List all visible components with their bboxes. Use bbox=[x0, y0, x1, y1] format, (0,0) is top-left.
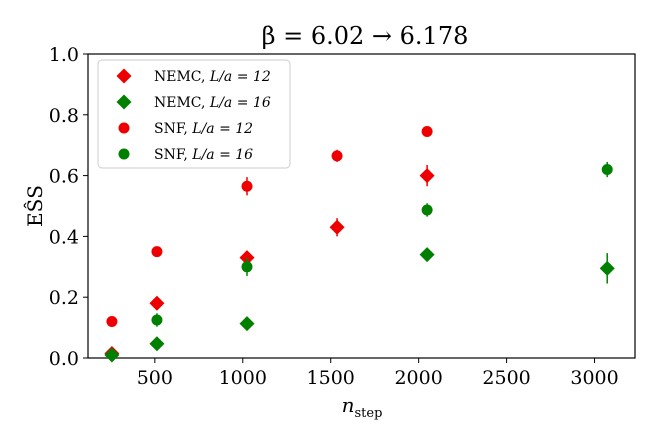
y-tick-label: 0.2 bbox=[49, 287, 79, 309]
data-point bbox=[421, 204, 433, 216]
data-point bbox=[106, 316, 118, 328]
data-point bbox=[104, 347, 120, 363]
series-snf-l-a-16 bbox=[151, 161, 613, 327]
legend-marker bbox=[118, 148, 130, 160]
x-tick-label: 1000 bbox=[219, 367, 267, 389]
legend-marker bbox=[116, 68, 132, 84]
y-tick-label: 0.0 bbox=[49, 348, 79, 370]
y-axis-label: EŜS bbox=[22, 185, 47, 227]
series-snf-l-a-12 bbox=[106, 126, 433, 328]
x-tick-label: 1500 bbox=[307, 367, 355, 389]
data-point bbox=[419, 168, 435, 184]
y-tick-label: 1.0 bbox=[49, 44, 79, 66]
legend-marker bbox=[116, 94, 132, 110]
legend-label: NEMC, L/a = 16 bbox=[154, 95, 271, 111]
legend-label: SNF, L/a = 16 bbox=[154, 147, 253, 163]
chart-title: β = 6.02 → 6.178 bbox=[262, 22, 469, 50]
data-point bbox=[601, 164, 613, 176]
data-point bbox=[331, 150, 343, 162]
data-point bbox=[599, 260, 615, 276]
data-point bbox=[151, 314, 163, 326]
x-axis: 500 1000 1500 2000 2500 3000 bbox=[137, 358, 619, 389]
data-point bbox=[419, 247, 435, 263]
legend-label: NEMC, L/a = 12 bbox=[154, 69, 271, 85]
data-marks bbox=[104, 126, 615, 363]
plot-area bbox=[87, 53, 636, 359]
x-tick-label: 2000 bbox=[394, 367, 442, 389]
legend-box bbox=[97, 59, 291, 169]
legend: NEMC, L/a = 12 NEMC, L/a = 16 SNF, L/a = 1… bbox=[97, 59, 291, 169]
legend-marker bbox=[118, 122, 130, 134]
x-tick-label: 500 bbox=[137, 367, 173, 389]
y-axis: 0.0 0.2 0.4 0.6 0.8 1.0 bbox=[49, 44, 88, 370]
series-nemc-l-a-16 bbox=[104, 247, 615, 363]
data-point bbox=[239, 316, 255, 332]
data-point bbox=[149, 336, 165, 352]
data-point bbox=[241, 180, 253, 192]
data-point bbox=[329, 219, 345, 235]
data-point bbox=[149, 295, 165, 311]
x-axis-label: nstep bbox=[342, 393, 383, 421]
series-nemc-l-a-12 bbox=[104, 164, 435, 361]
y-tick-label: 0.4 bbox=[49, 226, 79, 248]
x-tick-label: 3000 bbox=[570, 367, 618, 389]
data-point bbox=[241, 261, 253, 273]
y-tick-label: 0.6 bbox=[49, 166, 79, 188]
legend-label: SNF, L/a = 12 bbox=[154, 121, 253, 137]
data-point bbox=[421, 126, 433, 138]
y-tick-label: 0.8 bbox=[49, 105, 79, 127]
data-point bbox=[151, 246, 163, 258]
x-tick-label: 2500 bbox=[482, 367, 530, 389]
